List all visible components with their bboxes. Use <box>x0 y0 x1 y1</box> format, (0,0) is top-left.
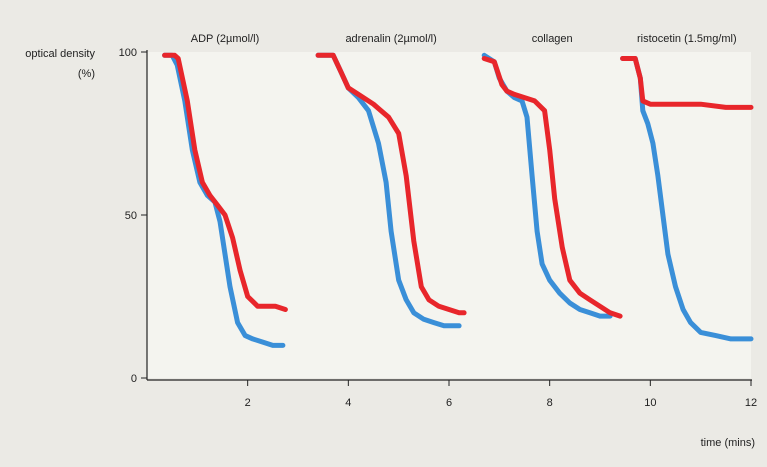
series-red-4 <box>620 56 754 110</box>
series-red-3 <box>481 56 623 319</box>
panel-title-2: adrenalin (2µmol/l) <box>345 33 436 45</box>
y-ticks: 0 50 100 <box>119 47 147 385</box>
y-axis-title-line2: (%) <box>78 68 95 80</box>
data-curves <box>162 52 754 348</box>
panel-title-4: ristocetin (1.5mg/ml) <box>637 33 737 45</box>
panel-title-3: collagen <box>532 33 573 45</box>
x-tick-label-2: 2 <box>245 397 251 409</box>
y-tick-label-50: 50 <box>125 210 137 222</box>
panel-titles: ADP (2µmol/l) adrenalin (2µmol/l) collagen… <box>191 33 737 45</box>
x-tick-label-6: 6 <box>446 397 452 409</box>
series-red-2 <box>315 52 467 316</box>
x-tick-label-12: 12 <box>745 397 757 409</box>
panel-title-1: ADP (2µmol/l) <box>191 33 259 45</box>
series-red-1 <box>162 52 288 312</box>
y-tick-label-0: 0 <box>131 373 137 385</box>
x-tick-label-4: 4 <box>345 397 351 409</box>
x-tick-label-10: 10 <box>644 397 656 409</box>
x-axis-title: time (mins) <box>701 437 755 449</box>
x-tick-label-8: 8 <box>547 397 553 409</box>
x-ticks: 2 4 6 8 10 12 <box>245 380 757 409</box>
y-axis-title-line1: optical density <box>25 48 95 60</box>
y-tick-label-100: 100 <box>119 47 137 59</box>
